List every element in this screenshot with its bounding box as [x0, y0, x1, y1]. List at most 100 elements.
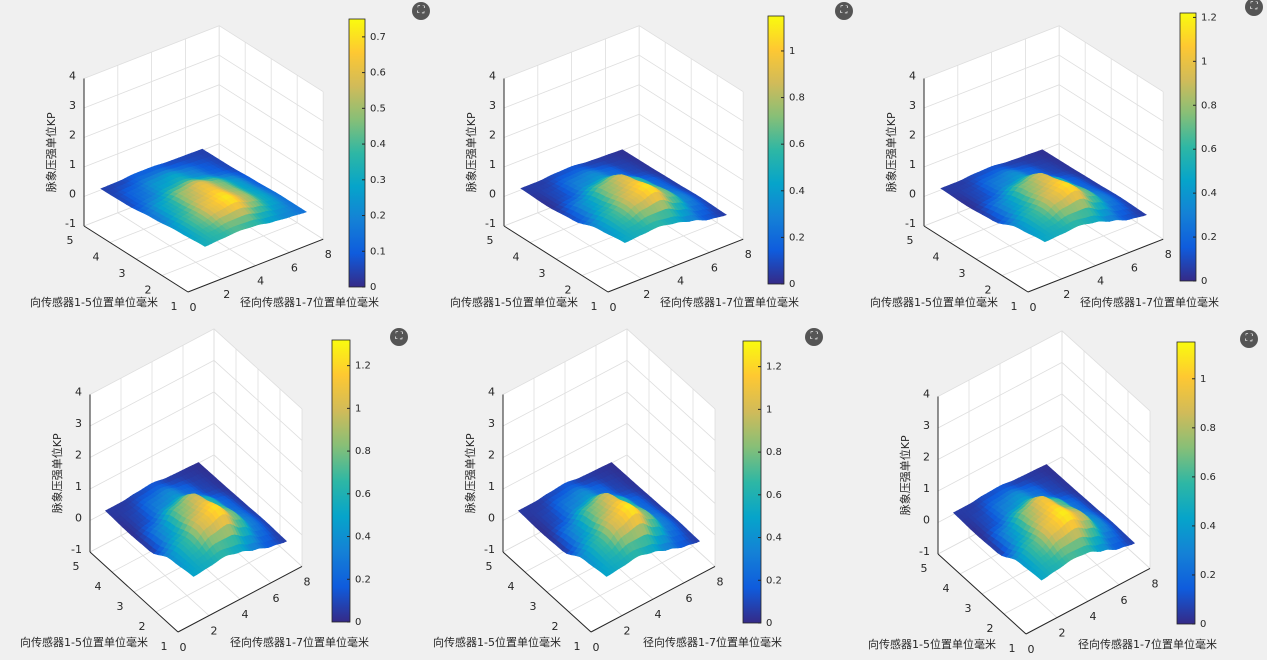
x-tick-label: 2: [624, 625, 631, 638]
x-axis-line: [1025, 567, 1151, 635]
surface-patch: [1036, 574, 1046, 581]
y-axis-line: [937, 553, 1027, 635]
colorbar-tick-label: 0.4: [1201, 188, 1217, 199]
expand-icon[interactable]: ⛶: [835, 2, 853, 20]
colorbar-tick-label: 1: [1200, 374, 1206, 385]
gridline: [83, 54, 324, 122]
expand-icon[interactable]: ⛶: [1240, 330, 1258, 348]
colorbar-tick-label: 1: [789, 46, 795, 57]
colorbar-bar: [348, 18, 366, 288]
gridline: [83, 113, 324, 181]
x-tick-label: 4: [257, 275, 264, 288]
colorbar-tick-label: 0.6: [370, 68, 386, 79]
x-tick-label: 8: [1165, 248, 1172, 261]
y-tick-label: 5: [486, 560, 493, 573]
colorbar-tick-label: 0.5: [370, 103, 386, 114]
x-axis-line: [187, 238, 324, 293]
z-tick-label: 2: [489, 129, 496, 142]
gridline: [937, 393, 1151, 475]
y-tick-label: 5: [73, 560, 80, 573]
surface-plot-5: ⛶ 0 2 4 6 8 1 2 3 4 5 -1 0 1 2 3 4 脉象压强单位KP 向传感器1-5位置单位毫米径…: [413, 328, 835, 658]
colorbar-tick-label: 0.2: [766, 575, 782, 586]
colorbar-tick-label: 0.8: [355, 446, 371, 457]
x-tick-label: 6: [1131, 261, 1138, 274]
z-tick-label: 0: [69, 188, 76, 201]
colorbar-tick-label: 0.6: [789, 139, 805, 150]
gridline: [502, 328, 716, 410]
gridline: [937, 361, 1151, 443]
y-axis-label: 向传感器1-5位置单位毫米: [20, 635, 148, 649]
x-axis-label: 径向传感器1-7位置单位毫米: [1080, 295, 1219, 309]
surface-patch: [1039, 236, 1049, 243]
x-tick-label: 0: [180, 641, 187, 654]
y-tick-label: 2: [145, 284, 152, 297]
colorbar-tick-label: 0.4: [789, 186, 805, 197]
y-axis-label: 向传感器1-5位置单位毫米: [868, 637, 996, 651]
colorbar-tick-label: 0.4: [1200, 521, 1216, 532]
gridline: [937, 424, 1151, 506]
colorbar-tick-label: 0: [766, 618, 772, 629]
z-tick-label: 1: [923, 482, 930, 495]
gridline: [923, 25, 1164, 93]
z-tick-label: 4: [923, 388, 930, 401]
y-tick-label: 1: [1011, 300, 1018, 313]
x-axis-line: [177, 565, 303, 633]
colorbar-tick-label: 0: [370, 282, 376, 293]
x-axis-label: 径向传感器1-7位置单位毫米: [1078, 637, 1217, 651]
z-tick-label: 2: [909, 129, 916, 142]
x-axis-label: 径向传感器1-7位置单位毫米: [660, 295, 799, 309]
y-tick-label: 4: [93, 251, 100, 264]
surface-plot-4: ⛶ 0 2 4 6 8 1 2 3 4 5 -1 0 1 2 3 4 脉象压强单位KP 向传感器1-5位置单位毫米径…: [0, 328, 422, 658]
colorbar-tick-label: 0.2: [355, 574, 371, 585]
x-tick-label: 6: [686, 592, 693, 605]
surface: [520, 149, 727, 243]
y-tick-label: 1: [171, 300, 178, 313]
expand-icon[interactable]: ⛶: [1245, 0, 1263, 16]
surface-patch: [601, 570, 611, 577]
gridline: [83, 84, 324, 152]
colorbar-bar: [742, 340, 762, 624]
z-tick-label: -1: [484, 543, 495, 556]
y-axis-line: [923, 225, 1029, 293]
gridline: [923, 84, 1164, 152]
colorbar-tick-label: 0.7: [370, 32, 386, 43]
z-tick-label: 3: [75, 417, 82, 430]
z-tick-label: 4: [909, 70, 916, 83]
z-tick-label: 1: [69, 158, 76, 171]
x-axis-label: 径向传感器1-7位置单位毫米: [240, 295, 379, 309]
surface-patch: [199, 241, 209, 247]
x-tick-label: 6: [291, 261, 298, 274]
colorbar-tick-label: 1: [355, 403, 361, 414]
gridline: [89, 359, 303, 441]
colorbar-tick-label: 0.1: [370, 246, 386, 257]
expand-icon[interactable]: ⛶: [412, 2, 430, 20]
expand-icon[interactable]: ⛶: [390, 328, 408, 346]
colorbar: 0 0.2 0.4 0.6 0.8 1 1.2: [1179, 12, 1217, 287]
x-tick-label: 2: [1063, 288, 1070, 301]
expand-icon[interactable]: ⛶: [805, 328, 823, 346]
z-tick-label: 0: [923, 514, 930, 527]
z-tick-label: 4: [75, 386, 82, 399]
y-tick-label: 4: [943, 582, 950, 595]
colorbar-tick-label: 0.8: [1201, 100, 1217, 111]
colorbar-tick-label: 0.8: [766, 447, 782, 458]
z-tick-label: -1: [919, 545, 930, 558]
y-tick-label: 5: [67, 234, 74, 247]
colorbar-tick-label: 0.2: [789, 232, 805, 243]
z-axis-label: 脉象压强单位KP: [50, 433, 64, 513]
gridline: [502, 359, 716, 441]
z-tick-label: -1: [71, 543, 82, 556]
x-tick-label: 4: [1090, 610, 1097, 623]
y-tick-label: 2: [985, 284, 992, 297]
z-axis-label: 脉象压强单位KP: [44, 112, 58, 192]
surface: [517, 462, 701, 577]
x-tick-label: 6: [273, 592, 280, 605]
z-tick-label: 3: [909, 99, 916, 112]
y-axis-line: [503, 225, 609, 293]
z-tick-label: 0: [909, 188, 916, 201]
gridline: [937, 330, 1151, 412]
x-tick-label: 0: [610, 301, 617, 314]
colorbar-tick-label: 0: [1201, 276, 1207, 287]
